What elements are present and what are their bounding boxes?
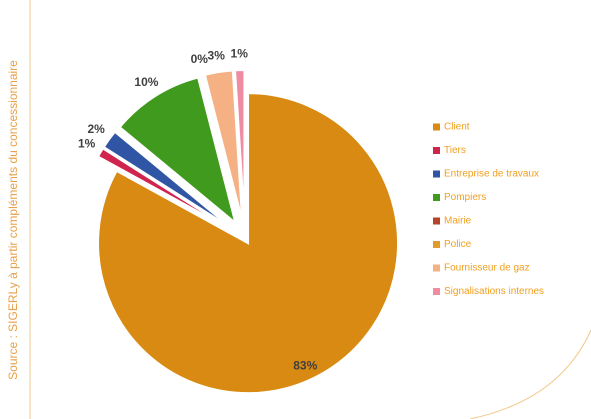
pie-slice (102, 130, 232, 229)
data-label: 1% (231, 46, 249, 60)
legend-marker (433, 264, 440, 272)
legend-marker (433, 170, 440, 178)
data-label: 10% (134, 75, 158, 89)
legend-marker (433, 241, 440, 248)
legend-label: Entreprise de travaux (444, 169, 539, 180)
data-label: 83% (293, 359, 317, 373)
frame (29, 0, 591, 419)
legend-label: Fournisseur de gaz (444, 263, 530, 274)
legend-marker (433, 123, 440, 131)
legend-marker (433, 194, 440, 201)
source: Source : SIGERLy à partir compléments du… (6, 60, 20, 380)
pie-slice (203, 69, 244, 221)
legend-marker (433, 288, 440, 295)
legend-label: Client (444, 122, 470, 133)
legend-label: Police (444, 239, 472, 250)
legend-label: Tiers (444, 145, 466, 156)
pie-slice (97, 92, 400, 395)
pie-slice (118, 76, 238, 226)
pie-slice (233, 69, 246, 221)
legend-label: Signalisations internes (444, 286, 544, 297)
legend-label: Mairie (444, 216, 472, 227)
legend-marker (433, 147, 440, 154)
data-label: 3% (208, 48, 226, 62)
legend-marker (433, 217, 440, 225)
data-label: 1% (78, 137, 96, 151)
data-label: 2% (87, 122, 105, 136)
data-label: 0% (191, 52, 209, 66)
pie-slice (96, 147, 231, 230)
legend-label: Pompiers (444, 192, 486, 203)
